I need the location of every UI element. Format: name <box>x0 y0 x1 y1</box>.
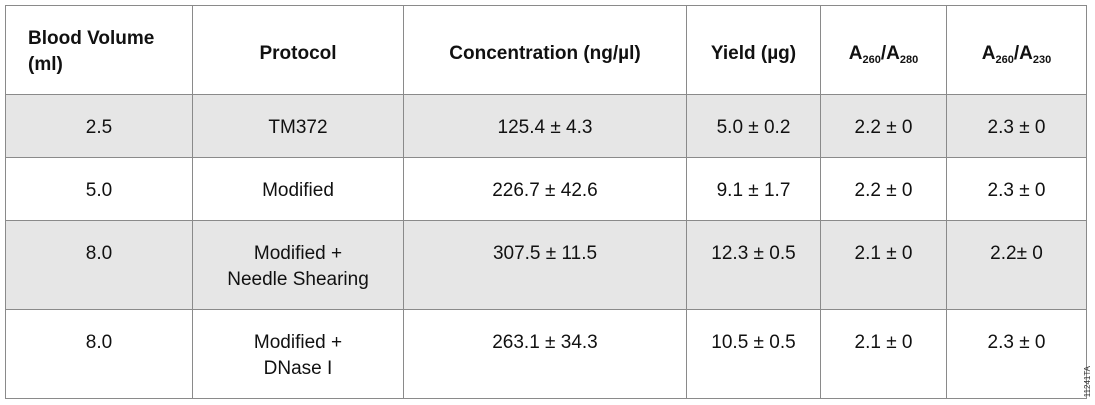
cell-protocol: Modified <box>192 157 404 221</box>
cell-a260-a230: 2.2± 0 <box>946 220 1087 310</box>
cell-a260-a280: 2.2 ± 0 <box>820 94 947 158</box>
cell-concentration: 307.5 ± 11.5 <box>403 220 687 310</box>
cell-protocol: Modified + DNase I <box>192 309 404 399</box>
header-yield-label: Yield (µg) <box>710 43 797 64</box>
ratio-sub-260: 260 <box>862 54 881 66</box>
protocol-line: Modified + <box>253 243 343 264</box>
cell-blood-volume: 2.5 <box>5 94 193 158</box>
cell-protocol: TM372 <box>192 94 404 158</box>
cell-blood-volume: 8.0 <box>5 309 193 399</box>
protocol-line: DNase I <box>263 358 333 379</box>
header-a260-a230-label: A260/A230 <box>981 35 1052 66</box>
ratio-slash: /A <box>1013 43 1033 64</box>
protocol-line: Needle Shearing <box>227 269 369 290</box>
header-concentration: Concentration (ng/µl) <box>403 5 687 95</box>
protocol-line: Modified <box>262 180 334 201</box>
cell-a260-a280: 2.2 ± 0 <box>820 157 947 221</box>
table-row: 8.0 Modified + DNase I 263.1 ± 34.3 10.5… <box>5 309 1087 399</box>
cell-a260-a230: 2.3 ± 0 <box>946 157 1087 221</box>
cell-a260-a230: 2.3 ± 0 <box>946 94 1087 158</box>
header-blood-volume: Blood Volume (ml) <box>5 5 193 95</box>
table-row: 8.0 Modified + Needle Shearing 307.5 ± 1… <box>5 220 1087 310</box>
cell-a260-a230: 2.3 ± 0 <box>946 309 1087 399</box>
cell-yield: 12.3 ± 0.5 <box>686 220 821 310</box>
cell-blood-volume: 5.0 <box>5 157 193 221</box>
header-concentration-label: Concentration (ng/µl) <box>449 43 641 64</box>
header-a260-a230: A260/A230 <box>946 5 1087 95</box>
cell-concentration: 263.1 ± 34.3 <box>403 309 687 399</box>
ratio-sub-280: 280 <box>899 54 919 66</box>
cell-yield: 10.5 ± 0.5 <box>686 309 821 399</box>
header-a260-a280: A260/A280 <box>820 5 947 95</box>
cell-concentration: 125.4 ± 4.3 <box>403 94 687 158</box>
header-a260-a280-label: A260/A280 <box>848 35 919 66</box>
cell-protocol: Modified + Needle Shearing <box>192 220 404 310</box>
header-protocol: Protocol <box>192 5 404 95</box>
header-yield: Yield (µg) <box>686 5 821 95</box>
ratio-sub-230: 230 <box>1032 54 1052 66</box>
cell-yield: 9.1 ± 1.7 <box>686 157 821 221</box>
ratio-base: A <box>981 43 996 64</box>
ratio-base: A <box>848 43 863 64</box>
header-protocol-label: Protocol <box>259 43 337 64</box>
ratio-slash: /A <box>880 43 900 64</box>
results-table: Blood Volume (ml) Protocol Concentration… <box>5 5 1087 399</box>
cell-concentration: 226.7 ± 42.6 <box>403 157 687 221</box>
cell-a260-a280: 2.1 ± 0 <box>820 220 947 310</box>
table-row: 5.0 Modified 226.7 ± 42.6 9.1 ± 1.7 2.2 … <box>5 157 1087 221</box>
header-row: Blood Volume (ml) Protocol Concentration… <box>5 5 1087 95</box>
figure-code: 11241TA <box>1083 365 1092 397</box>
cell-yield: 5.0 ± 0.2 <box>686 94 821 158</box>
cell-blood-volume: 8.0 <box>5 220 193 310</box>
table-row: 2.5 TM372 125.4 ± 4.3 5.0 ± 0.2 2.2 ± 0 … <box>5 94 1087 158</box>
ratio-sub-260: 260 <box>995 54 1014 66</box>
cell-a260-a280: 2.1 ± 0 <box>820 309 947 399</box>
protocol-line: Modified + <box>253 332 343 353</box>
protocol-line: TM372 <box>268 117 328 138</box>
